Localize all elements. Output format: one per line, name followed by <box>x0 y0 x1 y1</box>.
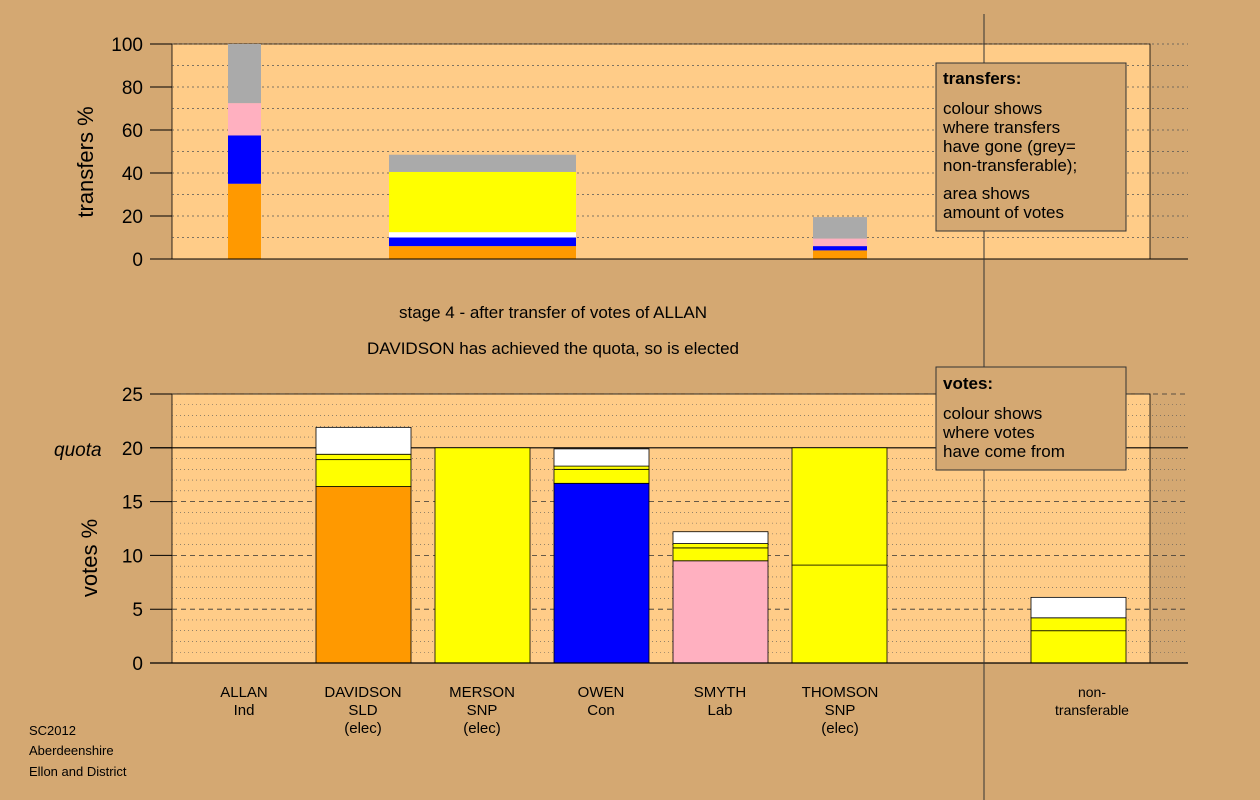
transfers-legend-line: amount of votes <box>943 203 1064 222</box>
transfer-segment-grey <box>389 154 576 172</box>
candidate-party: transferable <box>1055 702 1129 718</box>
votes-y-tick-label: 0 <box>132 654 143 675</box>
transfers-legend-line: have gone (grey= <box>943 137 1076 156</box>
transfers-legend-title: transfers: <box>943 69 1021 88</box>
transfers-legend-line: where transfers <box>942 118 1060 137</box>
transfer-segment-orange <box>389 246 576 259</box>
votes-y-tick-label: 15 <box>122 493 143 514</box>
candidate-name: MERSON <box>449 684 515 701</box>
vote-segment-pink <box>672 560 769 664</box>
transfers-y-tick-label: 20 <box>122 207 143 228</box>
candidate-name: DAVIDSON <box>324 684 401 701</box>
vote-segment-yellow <box>1030 617 1127 632</box>
transfers-y-tick-label: 100 <box>111 35 143 56</box>
votes-y-tick-label: 10 <box>122 546 143 567</box>
transfer-segment-orange <box>228 183 261 259</box>
vote-segment-white <box>553 448 650 467</box>
votes-legend-title: votes: <box>943 374 993 393</box>
vote-segment-blue <box>553 482 650 664</box>
candidate-party: Lab <box>707 702 732 719</box>
transfer-segment-pink <box>813 238 867 247</box>
transfers-y-ticks: 0 20 40 60 80 100 <box>111 35 1188 271</box>
vote-segment-yellow <box>672 543 769 549</box>
vote-segment-yellow <box>672 547 769 562</box>
transfers-y-tick-label: 0 <box>132 250 143 271</box>
vote-segment-yellow <box>315 453 412 461</box>
quota-label: quota <box>54 440 102 461</box>
transfer-segment-white <box>389 232 576 238</box>
votes-y-tick-label: 20 <box>122 439 143 460</box>
vote-segment-yellow <box>1030 630 1127 664</box>
transfer-segment-blue <box>228 135 261 184</box>
vote-segment-yellow <box>791 447 888 566</box>
transfers-legend-line: area shows <box>943 184 1030 203</box>
transfers-y-axis-label: transfers % <box>73 106 98 217</box>
transfers-legend-box <box>935 62 1127 232</box>
votes-legend-box <box>935 366 1127 471</box>
votes-legend-line: have come from <box>943 442 1065 461</box>
vote-segment-yellow <box>434 447 531 664</box>
votes-legend-line: colour shows <box>943 404 1042 423</box>
candidate-status: (elec) <box>821 720 859 737</box>
candidate-labels: ALLANIndDAVIDSONSLD(elec)MERSONSNP(elec)… <box>220 684 1129 737</box>
candidate-party: SLD <box>348 702 377 719</box>
candidate-status: (elec) <box>344 720 382 737</box>
transfers-bars <box>228 44 867 259</box>
transfers-y-tick-label: 60 <box>122 121 143 142</box>
votes-y-tick-label: 5 <box>132 600 143 621</box>
transfers-y-tick-label: 80 <box>122 78 143 99</box>
votes-bars <box>315 426 1127 664</box>
transfers-legend: transfers: colour shows where transfers … <box>935 62 1127 232</box>
transfer-segment-blue <box>813 246 867 251</box>
votes-y-tick-label: 25 <box>122 385 143 406</box>
votes-legend: votes: colour shows where votes have com… <box>935 366 1127 471</box>
vote-segment-yellow <box>553 468 650 484</box>
transfer-segment-pink <box>228 103 261 136</box>
candidate-name: OWEN <box>578 684 625 701</box>
transfers-legend-line: non-transferable); <box>943 156 1077 175</box>
vote-segment-white <box>315 426 412 455</box>
footer-line: Aberdeenshire <box>29 743 114 758</box>
candidate-name: non- <box>1078 684 1106 700</box>
stage-text: stage 4 - after transfer of votes of ALL… <box>399 303 707 322</box>
transfer-segment-grey <box>228 44 261 104</box>
transfer-segment-orange <box>813 250 867 259</box>
vote-segment-yellow <box>791 564 888 664</box>
transfers-y-tick-label: 40 <box>122 164 143 185</box>
vote-segment-yellow <box>315 459 412 487</box>
transfers-legend-line: colour shows <box>943 99 1042 118</box>
candidate-party: Con <box>587 702 615 719</box>
candidate-party: SNP <box>467 702 498 719</box>
transfer-segment-blue <box>389 237 576 247</box>
votes-y-ticks: 0 5 10 15 20 25 <box>122 385 1188 675</box>
vote-segment-orange <box>315 486 412 664</box>
votes-legend-line: where votes <box>942 423 1035 442</box>
elected-text: DAVIDSON has achieved the quota, so is e… <box>367 339 739 358</box>
footer-line: SC2012 <box>29 723 76 738</box>
candidate-name: THOMSON <box>802 684 879 701</box>
footer-line: Ellon and District <box>29 764 127 779</box>
candidate-party: Ind <box>234 702 255 719</box>
votes-y-axis-label: votes % <box>77 519 102 597</box>
candidate-status: (elec) <box>463 720 501 737</box>
vote-segment-white <box>1030 596 1127 619</box>
candidate-name: ALLAN <box>220 684 268 701</box>
vote-segment-yellow <box>553 465 650 470</box>
candidate-name: SMYTH <box>694 684 747 701</box>
vote-segment-white <box>672 531 769 544</box>
transfer-segment-grey <box>813 217 867 239</box>
transfer-segment-yellow <box>389 171 576 233</box>
candidate-party: SNP <box>825 702 856 719</box>
